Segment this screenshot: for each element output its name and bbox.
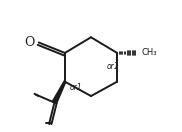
Polygon shape	[52, 81, 66, 104]
Text: or1: or1	[70, 83, 83, 92]
Text: CH₃: CH₃	[142, 48, 157, 57]
Text: O: O	[24, 36, 35, 49]
Text: or1: or1	[107, 62, 119, 71]
